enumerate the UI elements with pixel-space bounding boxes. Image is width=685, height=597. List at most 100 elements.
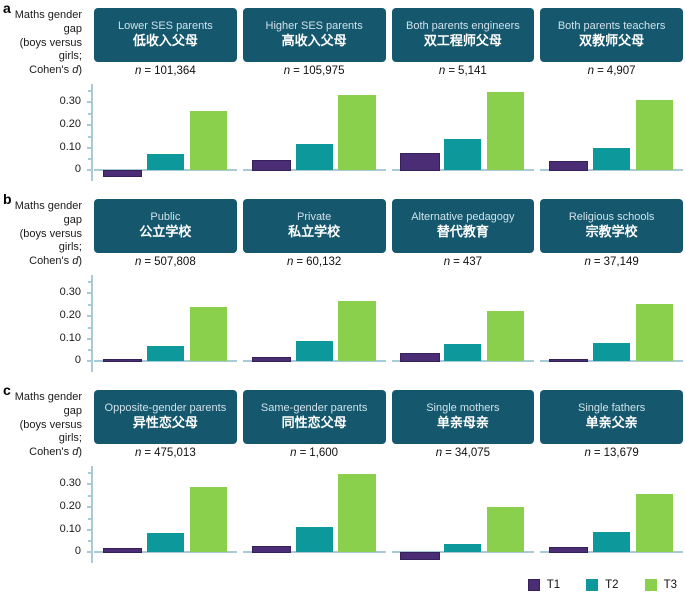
- bar-t2: [444, 139, 482, 170]
- x-axis-line: [242, 551, 386, 553]
- y-axis-b: Maths gender gap (boys versus girls; Coh…: [0, 191, 92, 382]
- bar-t3: [338, 95, 376, 170]
- bar-plot: [391, 466, 535, 563]
- legend-item-t3: T3: [644, 579, 677, 591]
- panel-group-c: Opposite-gender parents 异性恋父母 n = 475,013 …: [92, 382, 685, 573]
- x-axis-line: [94, 551, 237, 553]
- legend-item-t2: T2: [586, 579, 619, 591]
- panel-header: Single mothers 单亲母亲: [391, 390, 535, 444]
- tick-minor: [88, 281, 92, 283]
- panel-title-en: Same-gender parents: [260, 402, 368, 415]
- bar-t2: [295, 143, 333, 170]
- row-letter-a: a: [3, 0, 11, 16]
- panel-public: Public 公立学校 n = 507,808: [94, 199, 237, 382]
- legend-swatch-t3: [644, 579, 657, 591]
- chart-row-b: b Maths gender gap (boys versus girls; C…: [0, 191, 685, 382]
- panel-title-zh: 高收入父母: [281, 33, 347, 49]
- bar-t3: [487, 91, 525, 170]
- bar-t2: [593, 531, 631, 552]
- bar-plot: [540, 84, 683, 181]
- x-axis-line: [391, 360, 535, 362]
- bar-plot: [94, 466, 237, 563]
- panel-title-en: Lower SES parents: [117, 20, 213, 33]
- bar-t1: [400, 552, 440, 560]
- panel-header: Religious schools 宗教学校: [540, 199, 683, 253]
- tick-label: 0.20: [59, 118, 81, 130]
- legend-label-t2: T2: [605, 579, 619, 591]
- panel-title-zh: 低收入父母: [132, 33, 198, 49]
- panel-title-zh: 单亲父亲: [585, 415, 638, 431]
- panel-religious-schools: Religious schools 宗教学校 n = 37,149: [540, 199, 683, 382]
- bar-t3: [487, 311, 525, 361]
- y-axis-label-line: gap: [63, 22, 82, 35]
- bar-t3: [338, 473, 376, 552]
- tick-major: [87, 169, 92, 171]
- panel-title-en: Both parents engineers: [406, 20, 520, 33]
- bar-t1: [102, 358, 143, 362]
- panel-header: Both parents teachers 双教师父母: [540, 8, 683, 62]
- tick-minor: [88, 113, 92, 115]
- y-axis-a: Maths gender gap (boys versus girls; Coh…: [0, 0, 92, 191]
- panel-title-en: Public: [150, 211, 181, 224]
- panel-header: Lower SES parents 低收入父母: [94, 8, 237, 62]
- panel-title-zh: 公立学校: [139, 224, 192, 240]
- tick-label: 0.10: [59, 141, 81, 153]
- panel-title-en: Religious schools: [568, 211, 655, 224]
- panel-header: Single fathers 单亲父亲: [540, 390, 683, 444]
- sample-size-label: n = 13,679: [584, 447, 639, 459]
- panel-title-zh: 私立学校: [288, 224, 341, 240]
- tick-major: [87, 338, 92, 340]
- panel-title-zh: 单亲母亲: [436, 415, 489, 431]
- y-axis-spine: [91, 275, 93, 372]
- panel-single-mothers: Single mothers 单亲母亲 n = 34,075: [391, 390, 535, 573]
- panel-private: Private 私立学校 n = 60,132: [242, 199, 386, 382]
- sample-size-label: n = 60,132: [286, 256, 342, 268]
- tick-label: 0.20: [59, 309, 81, 321]
- tick-minor: [88, 495, 92, 497]
- chart-row-a: a Maths gender gap (boys versus girls; C…: [0, 0, 685, 191]
- bar-t2: [146, 346, 184, 361]
- y-axis-label-line: gap: [63, 404, 82, 417]
- panel-title-en: Private: [297, 211, 332, 224]
- panel-higher-ses-parents: Higher SES parents 高收入父母 n = 105,975: [242, 8, 386, 191]
- legend: T1 T2 T3: [527, 579, 677, 591]
- bar-plot: [242, 84, 386, 181]
- tick-minor: [88, 349, 92, 351]
- x-axis-line: [94, 169, 237, 171]
- legend-item-t1: T1: [527, 579, 560, 591]
- chart-row-c: c Maths gender gap (boys versus girls; C…: [0, 382, 685, 573]
- y-axis-label: Maths gender gap (boys versus girls; Coh…: [0, 382, 92, 460]
- bar-t2: [295, 340, 333, 361]
- row-letter-b: b: [3, 191, 12, 207]
- tick-major: [87, 147, 92, 149]
- legend-swatch-t2: [586, 579, 599, 591]
- y-axis-ticks: 0.30 0.20 0.10 0: [0, 275, 92, 372]
- tick-label: 0: [74, 163, 81, 175]
- panel-header: Private 私立学校: [242, 199, 386, 253]
- tick-label: 0.20: [59, 500, 81, 512]
- tick-label: 0.30: [59, 477, 81, 489]
- panel-both-parents-teachers: Both parents teachers 双教师父母 n = 4,907: [540, 8, 683, 191]
- bar-t1: [549, 160, 589, 171]
- tick-minor: [88, 90, 92, 92]
- y-axis-label-line: (boys versus girls;: [19, 36, 82, 63]
- y-axis-spine: [91, 466, 93, 563]
- bar-t2: [146, 154, 184, 170]
- tick-major: [87, 124, 92, 126]
- sample-size-label: n = 101,364: [135, 65, 196, 77]
- x-axis-line: [540, 551, 683, 553]
- bar-t3: [189, 306, 227, 361]
- tick-major: [87, 551, 92, 553]
- tick-major: [87, 529, 92, 531]
- y-axis-label-line: Cohen's d): [29, 255, 82, 267]
- bar-plot: [391, 84, 535, 181]
- panel-group-b: Public 公立学校 n = 507,808 Private 私立学校 n = 60,…: [92, 191, 685, 382]
- panel-title-zh: 异性恋父母: [132, 415, 198, 431]
- panel-header: Opposite-gender parents 异性恋父母: [94, 390, 237, 444]
- panel-title-zh: 替代教育: [436, 224, 489, 240]
- tick-minor: [88, 158, 92, 160]
- y-axis-label-line: Maths gender: [14, 200, 82, 212]
- panel-title-en: Higher SES parents: [265, 20, 363, 33]
- sample-size-label: n = 1,600: [290, 447, 339, 459]
